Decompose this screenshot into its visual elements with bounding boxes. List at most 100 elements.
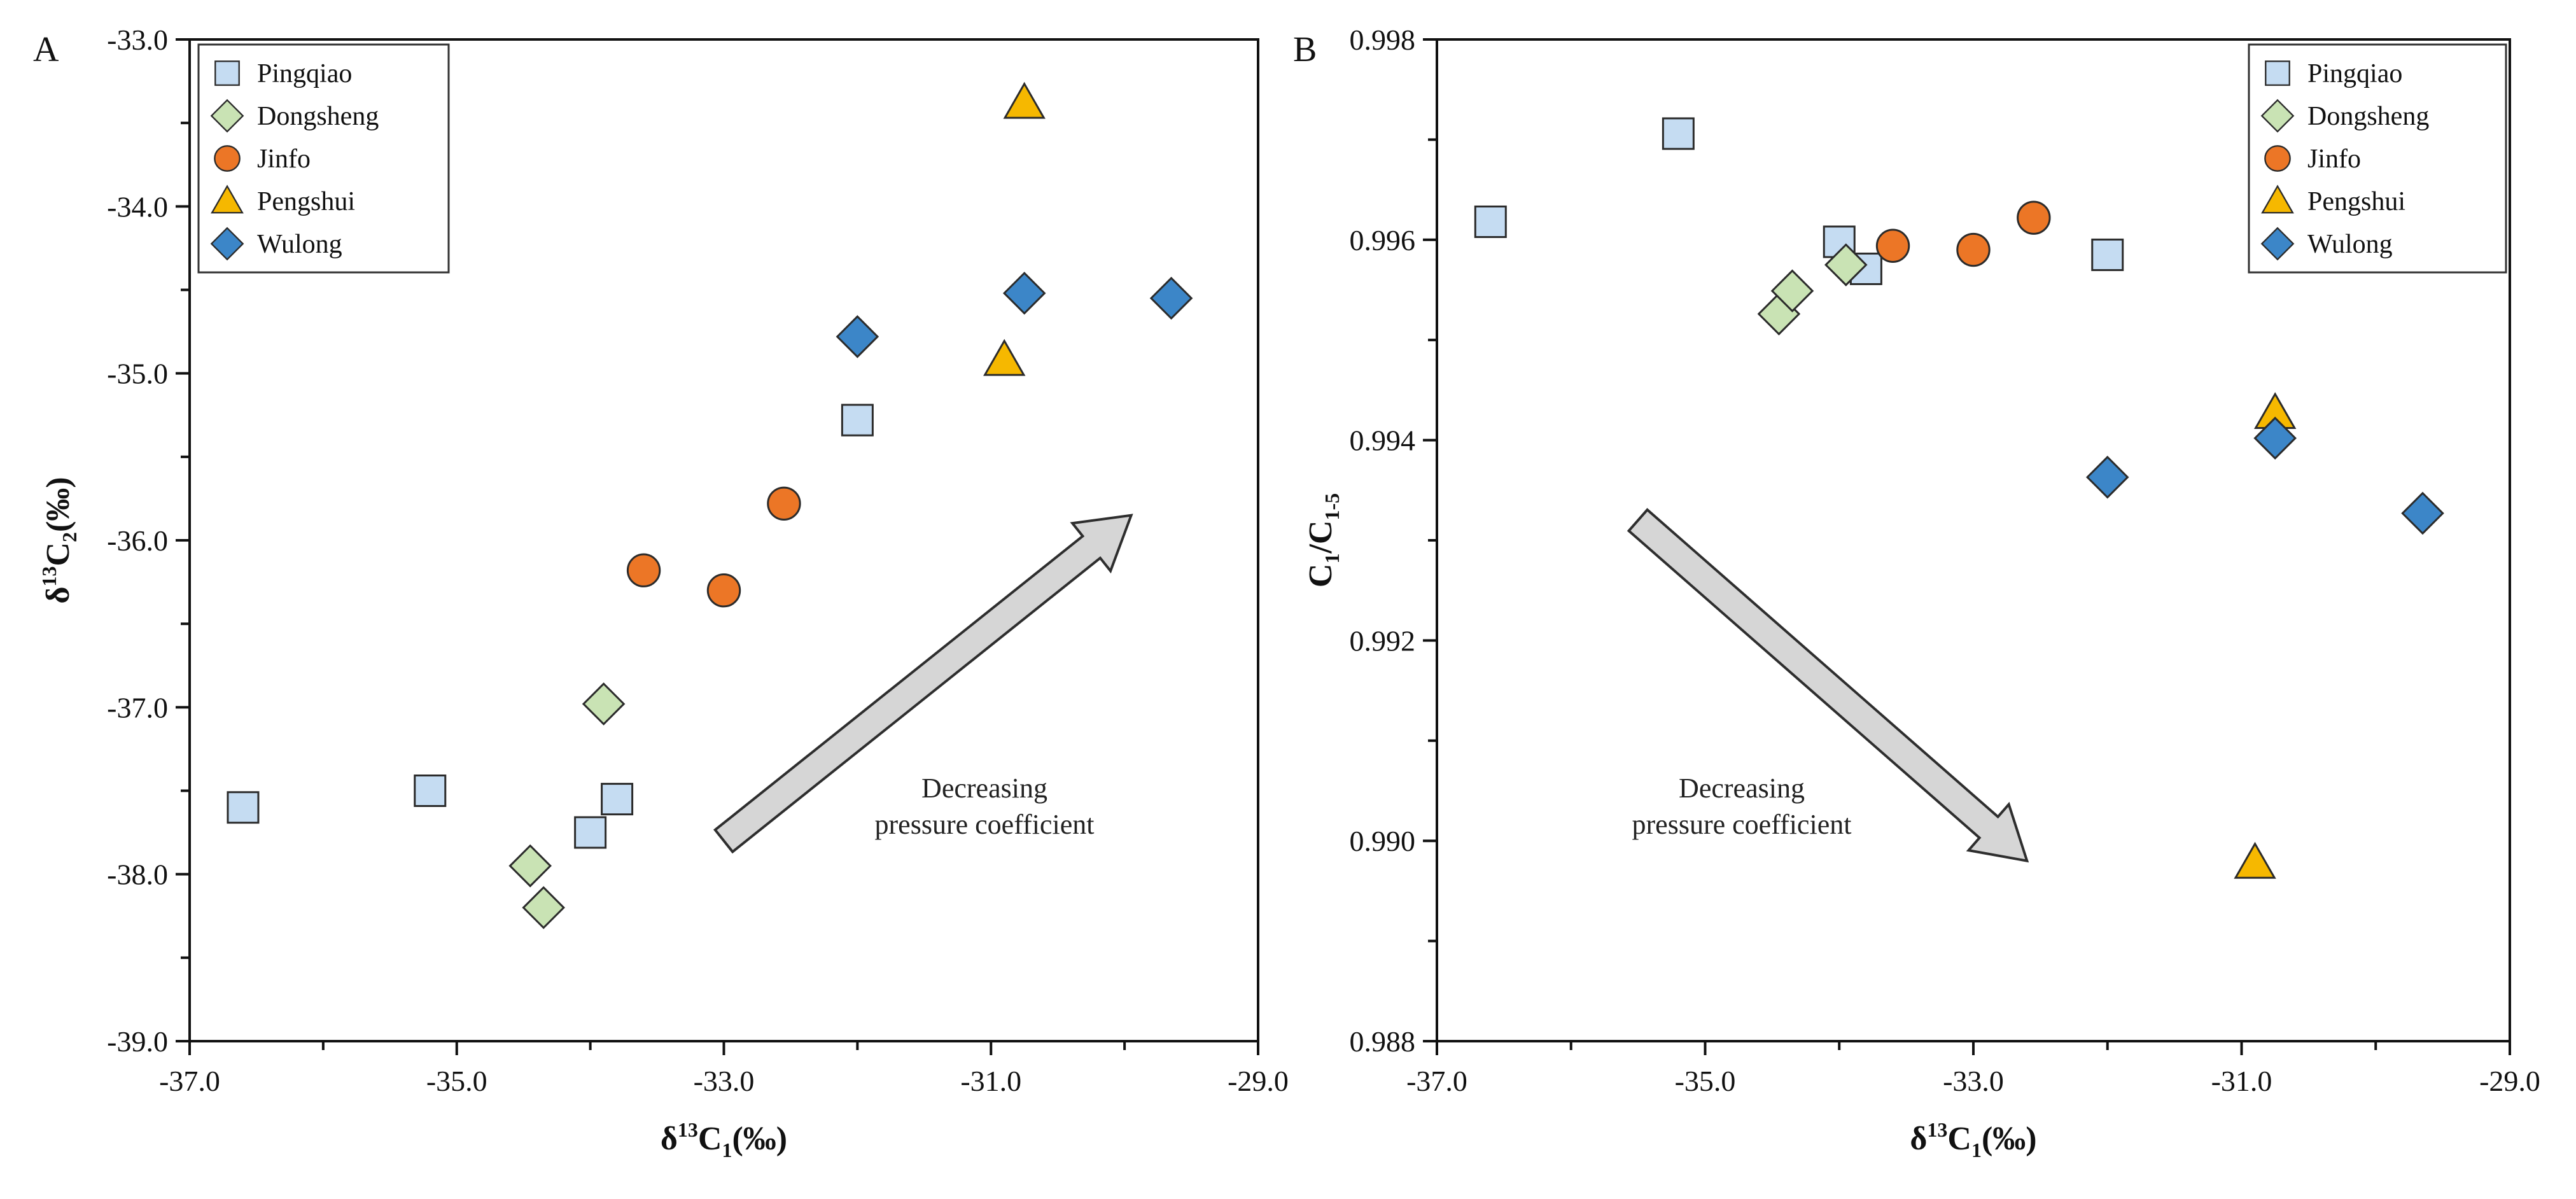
x-tick-label: -35.0	[426, 1065, 487, 1097]
legend-marker	[211, 185, 244, 214]
y-tick-label: -35.0	[107, 358, 168, 390]
series-wulong	[836, 271, 1193, 358]
legend-item: Jinfo	[2264, 144, 2361, 174]
trend-arrow	[713, 514, 1133, 854]
legend-swatch	[2261, 185, 2294, 214]
x-axis-title: δ13C1(‰)	[1910, 1118, 2036, 1161]
data-point	[983, 339, 1026, 376]
series-pengshui	[983, 81, 1046, 376]
data-point	[1003, 81, 1046, 119]
y-tick-label: -34.0	[107, 190, 168, 223]
data-point	[841, 403, 874, 437]
series-wulong	[2085, 416, 2444, 535]
legend-swatch	[214, 145, 241, 172]
panel-letter: B	[1293, 30, 1317, 69]
series-dongsheng	[508, 682, 626, 929]
data-point	[2253, 416, 2297, 460]
legend-label: Pingqiao	[2307, 59, 2402, 88]
data-point	[2091, 238, 2124, 271]
y-tick-label: -38.0	[107, 859, 168, 891]
panel-letter: A	[33, 30, 59, 69]
series-jinfo	[626, 486, 801, 608]
panel-a-chart: A -37.0 -35.0 -33.0 -31.0 -29.0 -39.0 -38.0 -37.…	[33, 24, 1289, 1161]
legend: Pingqiao Dongsheng Jinfo Pengshui Wulong	[197, 43, 450, 274]
y-axis-title: δ13C2(‰)	[38, 477, 81, 603]
data-point	[2017, 200, 2051, 235]
legend-item: Dongsheng	[2260, 99, 2429, 133]
series-dongsheng	[1757, 243, 1868, 336]
data-point	[1149, 276, 1193, 320]
legend-label: Pengshui	[2307, 187, 2405, 216]
panel-b-chart: B -37.0 -35.0 -33.0 -31.0 -29.0 0.988 0.990 0.99…	[1293, 24, 2540, 1161]
y-tick-label: 0.996	[1350, 224, 1416, 256]
data-point	[414, 775, 447, 807]
legend-item: Wulong	[2260, 227, 2393, 261]
legend-marker	[214, 145, 241, 172]
x-tick-label: -37.0	[1406, 1065, 1467, 1097]
x-tick-label: -33.0	[694, 1065, 755, 1097]
annotation-text: pressure coefficient	[1632, 809, 1852, 840]
series-pingqiao	[1474, 117, 2124, 285]
series-pingqiao	[227, 403, 874, 849]
data-point	[1770, 269, 1814, 312]
data-point	[1956, 232, 1991, 267]
data-point	[1002, 271, 1046, 315]
legend-marker	[210, 227, 244, 261]
legend-swatch	[2260, 227, 2295, 261]
y-tick-label: -37.0	[107, 691, 168, 724]
data-point	[1875, 228, 1910, 263]
legend-label: Jinfo	[2307, 144, 2361, 174]
y-tick-label: -36.0	[107, 524, 168, 557]
data-point	[836, 315, 879, 358]
legend-label: Wulong	[257, 230, 342, 259]
y-tick-label: 0.998	[1350, 24, 1416, 56]
x-tick-label: -35.0	[1675, 1065, 1736, 1097]
legend-swatch	[211, 185, 244, 214]
y-tick-label: -33.0	[107, 24, 168, 56]
data-point	[227, 791, 260, 824]
data-point	[574, 816, 607, 849]
data-point	[582, 682, 626, 726]
annotation-text: pressure coefficient	[875, 809, 1095, 840]
data-point	[508, 844, 552, 888]
data-point	[1474, 205, 1507, 238]
legend-item: Jinfo	[214, 144, 311, 174]
legend-marker	[214, 60, 240, 86]
legend-item: Wulong	[210, 227, 342, 261]
y-tick-label: 0.992	[1350, 624, 1416, 657]
x-tick-label: -33.0	[1943, 1065, 2004, 1097]
legend-swatch	[2264, 145, 2291, 172]
data-point	[1662, 117, 1695, 150]
trend-arrow	[1627, 508, 2029, 863]
series-pengshui	[2234, 392, 2297, 879]
legend-item: Pengshui	[211, 185, 355, 216]
series-jinfo	[1875, 200, 2051, 267]
x-tick-label: -29.0	[1228, 1065, 1289, 1097]
legend-swatch	[2265, 60, 2290, 86]
data-point	[626, 553, 661, 587]
legend-swatch	[210, 99, 244, 133]
y-tick-label: -39.0	[107, 1025, 168, 1058]
legend-label: Dongsheng	[2307, 102, 2429, 131]
legend-swatch	[210, 227, 244, 261]
y-axis-title: C1/C1-5	[1303, 493, 1343, 587]
legend-item: Dongsheng	[210, 99, 379, 133]
legend-swatch	[214, 60, 240, 86]
data-point	[1824, 243, 1868, 286]
legend-marker	[2260, 99, 2295, 133]
legend-marker	[210, 99, 244, 133]
legend-box	[2248, 43, 2507, 274]
legend-marker	[2260, 227, 2295, 261]
legend: Pingqiao Dongsheng Jinfo Pengshui Wulong	[2248, 43, 2507, 274]
legend-item: Pingqiao	[2265, 59, 2402, 88]
legend-label: Pingqiao	[257, 59, 352, 88]
x-tick-label: -31.0	[960, 1065, 1021, 1097]
legend-item: Pingqiao	[214, 59, 352, 88]
x-tick-label: -29.0	[2479, 1065, 2540, 1097]
x-tick-label: -37.0	[159, 1065, 220, 1097]
x-tick-label: -31.0	[2211, 1065, 2272, 1097]
data-point	[522, 886, 565, 929]
data-point	[601, 783, 634, 816]
annotation-text: Decreasing	[921, 773, 1047, 804]
